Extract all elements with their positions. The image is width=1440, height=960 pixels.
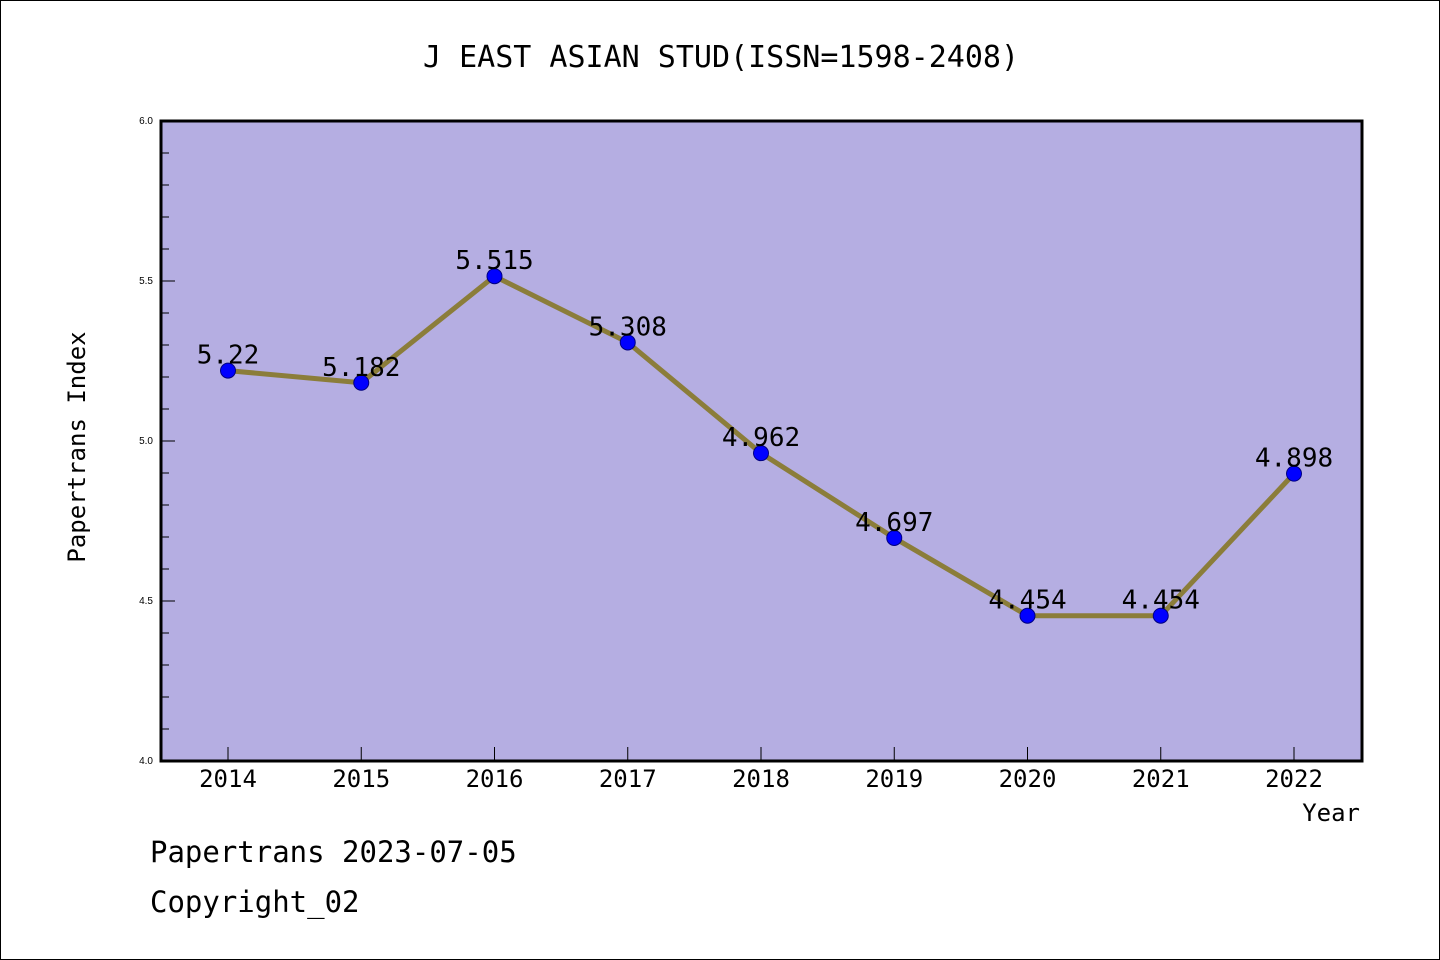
y-tick-label: 4.5 bbox=[139, 596, 153, 607]
x-tick-label: 2017 bbox=[599, 765, 657, 793]
y-tick-label: 5.0 bbox=[139, 436, 153, 447]
chart-title: J EAST ASIAN STUD(ISSN=1598-2408) bbox=[423, 40, 1019, 75]
y-axis-label: Papertrans Index bbox=[63, 331, 91, 562]
x-tick-label: 2020 bbox=[999, 765, 1057, 793]
x-tick-label: 2022 bbox=[1265, 765, 1323, 793]
data-point bbox=[486, 268, 503, 285]
data-point bbox=[1152, 607, 1169, 624]
x-tick-label: 2014 bbox=[199, 765, 257, 793]
x-axis-label: Year bbox=[1302, 799, 1360, 827]
data-label: 5.515 bbox=[455, 246, 533, 276]
footer-source: Papertrans 2023-07-05 bbox=[150, 835, 517, 869]
x-tick-label: 2019 bbox=[865, 765, 923, 793]
data-point bbox=[1019, 607, 1036, 624]
data-point bbox=[353, 374, 370, 391]
series-layer: 5.22 5.182 5.515 5.308 4.962 4.697 4.454 4.454 4… bbox=[197, 246, 1333, 624]
data-label: 4.898 bbox=[1255, 444, 1333, 474]
data-label: 4.962 bbox=[722, 423, 800, 453]
x-tick-label: 2018 bbox=[732, 765, 790, 793]
y-axis-ticks: 4.0 4.5 5.0 5.5 6.0 bbox=[139, 116, 175, 767]
y-tick-label: 4.0 bbox=[139, 756, 153, 767]
data-point bbox=[220, 362, 236, 379]
data-point bbox=[886, 529, 903, 546]
x-tick-label: 2015 bbox=[332, 765, 390, 793]
x-tick-label: 2016 bbox=[466, 765, 524, 793]
y-tick-label: 6.0 bbox=[139, 116, 153, 127]
data-point bbox=[753, 445, 769, 462]
data-label: 5.22 bbox=[197, 341, 260, 371]
data-label: 5.182 bbox=[322, 353, 400, 383]
data-point bbox=[619, 334, 636, 351]
footer-copyright: Copyright_02 bbox=[150, 885, 360, 919]
data-label: 4.697 bbox=[855, 508, 933, 538]
data-label: 4.454 bbox=[1122, 586, 1200, 616]
data-label: 5.308 bbox=[589, 312, 667, 342]
data-label: 4.454 bbox=[988, 586, 1066, 616]
x-tick-label: 2021 bbox=[1132, 765, 1190, 793]
data-point bbox=[1286, 465, 1302, 482]
plot-area bbox=[159, 119, 1364, 763]
y-tick-label: 5.5 bbox=[139, 276, 153, 287]
x-axis-ticks: 2014 2015 2016 2017 2018 2019 2020 2021 2022 bbox=[199, 747, 1323, 793]
